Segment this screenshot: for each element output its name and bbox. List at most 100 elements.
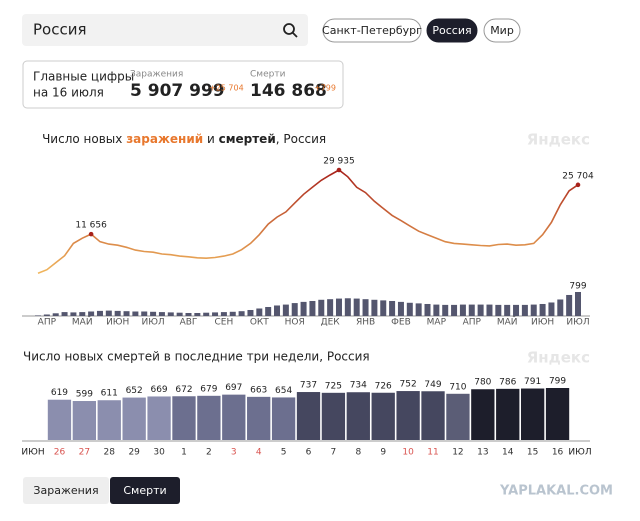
data-label: 652 xyxy=(126,386,143,396)
death-bar xyxy=(389,300,396,316)
data-label: 663 xyxy=(250,385,267,395)
bar xyxy=(247,396,271,440)
death-bar xyxy=(521,304,528,316)
title-part: смертей xyxy=(219,132,276,146)
search-icon[interactable] xyxy=(283,23,298,38)
data-label: 679 xyxy=(200,384,217,394)
x-tick-label: МАЙ xyxy=(497,316,518,328)
bar xyxy=(520,388,545,440)
tab-label[interactable]: Мир xyxy=(490,24,514,37)
death-bar xyxy=(114,310,121,316)
data-label: 710 xyxy=(449,382,466,392)
data-label: 29 935 xyxy=(323,157,355,167)
chart-title: Число новых заражений и смертей, Россия xyxy=(23,132,338,146)
data-label: 734 xyxy=(350,381,367,391)
data-label: 599 xyxy=(76,390,93,400)
death-bar xyxy=(282,304,289,316)
data-label: 669 xyxy=(150,385,167,395)
x-tick-label: ИЮЛ xyxy=(566,318,589,328)
death-bar xyxy=(504,304,511,316)
data-label: 619 xyxy=(51,388,68,398)
tab[interactable] xyxy=(483,18,521,43)
death-bar xyxy=(203,312,210,316)
peak-dot xyxy=(88,231,94,237)
death-bar xyxy=(274,305,281,316)
death-bar xyxy=(557,299,564,316)
death-bar xyxy=(247,309,254,316)
tab-label[interactable]: Россия xyxy=(432,24,471,37)
bar xyxy=(471,389,495,440)
axis-label: ИЮЛ xyxy=(568,448,591,458)
deaths-total: 146 868 xyxy=(250,81,327,101)
death-bar xyxy=(167,312,174,316)
death-bar xyxy=(442,304,449,316)
toggle-label[interactable]: Смерти xyxy=(123,484,166,497)
death-bar xyxy=(318,299,325,316)
death-bar xyxy=(212,312,219,316)
death-bar xyxy=(176,312,183,316)
death-bar xyxy=(220,312,227,316)
x-tick-label: 27 xyxy=(79,448,90,458)
death-bar xyxy=(229,311,236,316)
death-bar xyxy=(96,310,103,316)
death-bar xyxy=(486,304,493,316)
death-bar xyxy=(43,314,50,316)
death-bar xyxy=(530,304,537,316)
death-bar xyxy=(150,311,157,316)
toggle-button[interactable] xyxy=(23,477,109,504)
search-query[interactable]: Россия xyxy=(33,21,87,39)
toggle-button[interactable] xyxy=(110,477,180,504)
death-bar xyxy=(141,311,148,316)
death-bar xyxy=(61,312,68,316)
peak-dot xyxy=(575,182,581,188)
x-tick-label: 9 xyxy=(380,448,386,458)
x-tick-label: АПР xyxy=(38,318,57,328)
death-bar xyxy=(539,303,546,316)
x-tick-label: АВГ xyxy=(180,318,198,328)
x-tick-label: ИЮН xyxy=(531,318,554,328)
bar xyxy=(197,395,221,440)
x-tick-label: 12 xyxy=(452,448,463,458)
tab[interactable] xyxy=(322,18,422,43)
deaths-label: Смерти xyxy=(250,70,286,80)
search-box[interactable] xyxy=(22,14,308,46)
x-tick-label: ЯНВ xyxy=(356,318,375,328)
summary-box xyxy=(22,60,344,109)
death-bar xyxy=(70,312,77,316)
death-bar xyxy=(371,299,378,316)
death-bar xyxy=(238,311,245,316)
death-bar xyxy=(158,312,165,316)
bar xyxy=(446,393,470,440)
summary-caption: Главные цифры xyxy=(33,70,134,84)
x-tick-label: 16 xyxy=(552,448,564,458)
x-tick-label: 5 xyxy=(281,448,287,458)
death-bar xyxy=(513,304,520,316)
bar xyxy=(371,392,395,440)
death-bar xyxy=(406,302,413,316)
death-bar xyxy=(477,304,484,316)
x-tick-label: 10 xyxy=(402,448,414,458)
death-bar xyxy=(575,292,581,316)
data-label: 11 656 xyxy=(75,221,107,231)
x-tick-label: 26 xyxy=(54,448,66,458)
data-label: 737 xyxy=(300,381,317,391)
death-bar xyxy=(495,304,502,316)
toggle-label[interactable]: Заражения xyxy=(33,484,98,497)
tab-label[interactable]: Санкт-Петербург xyxy=(322,24,422,37)
data-label: 25 704 xyxy=(562,171,594,181)
death-bar xyxy=(123,311,130,316)
death-bar xyxy=(468,304,475,316)
x-tick-label: 30 xyxy=(153,448,165,458)
watermark: Яндекс xyxy=(527,131,590,149)
death-bar xyxy=(88,311,95,316)
x-tick-label: 1 xyxy=(181,448,187,458)
death-bar xyxy=(433,304,440,316)
tab[interactable] xyxy=(426,18,478,43)
death-bar xyxy=(105,310,112,316)
x-tick-label: АПР xyxy=(463,318,482,328)
data-label: 799 xyxy=(569,282,586,292)
bar xyxy=(545,388,570,440)
title-part: , Россия xyxy=(276,132,326,146)
death-bar xyxy=(415,303,422,316)
